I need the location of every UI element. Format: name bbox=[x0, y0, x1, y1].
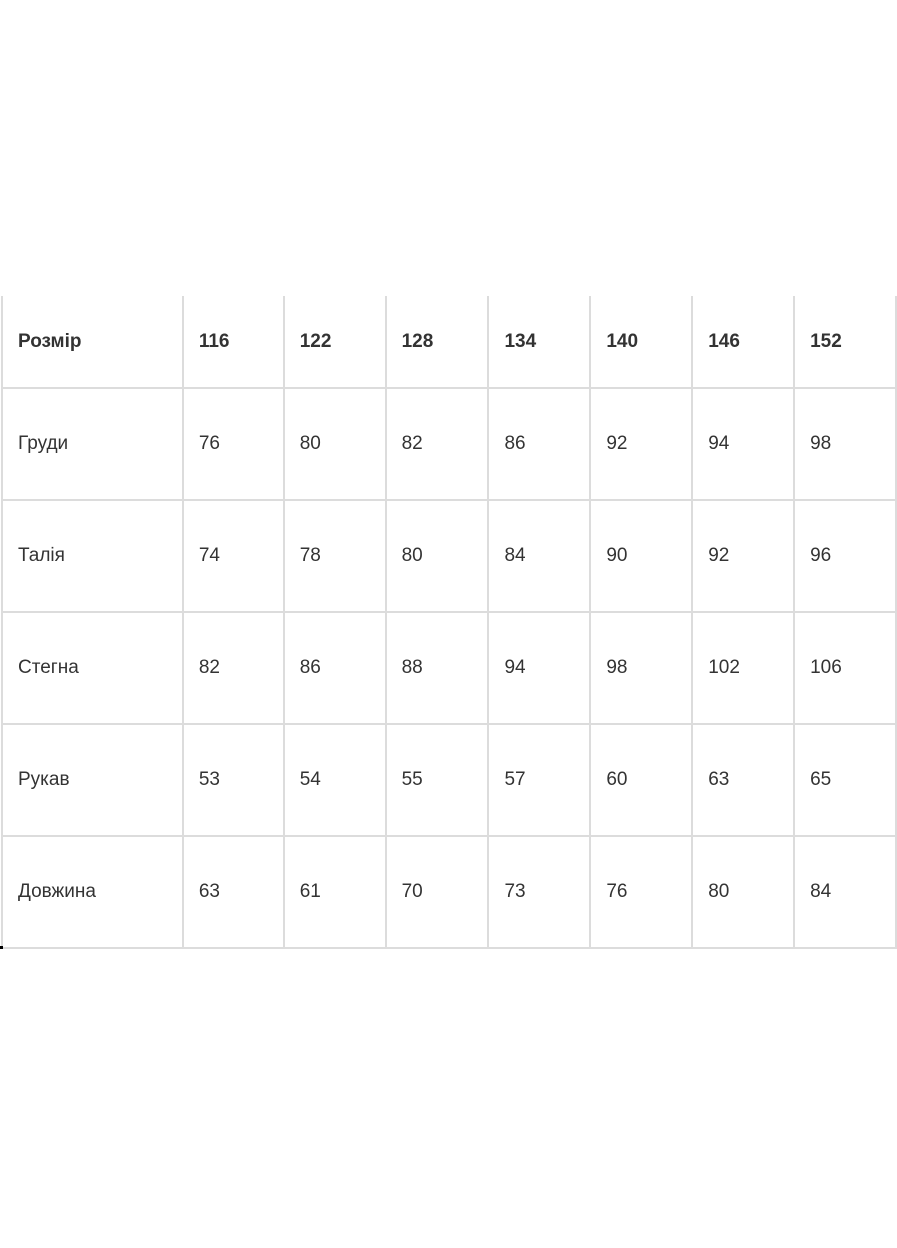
value-cell: 82 bbox=[384, 388, 490, 501]
value-cell: 76 bbox=[181, 388, 285, 501]
value-cell: 76 bbox=[589, 836, 694, 949]
size-chart-table: Розмір 116 122 128 134 140 146 152 Груди 76 80 82 86… bbox=[1, 296, 897, 949]
value-cell: 106 bbox=[793, 612, 897, 725]
value-cell: 92 bbox=[691, 500, 796, 613]
row-label-cell: Груди bbox=[1, 388, 184, 501]
value-cell: 53 bbox=[181, 724, 285, 837]
value-cell: 60 bbox=[589, 724, 694, 837]
row-label-cell: Талія bbox=[1, 500, 184, 613]
value-cell: 61 bbox=[282, 836, 387, 949]
value-cell: 116 bbox=[181, 296, 285, 389]
value-cell: 94 bbox=[487, 612, 592, 725]
stray-dot bbox=[0, 946, 3, 949]
value-cell: 80 bbox=[691, 836, 796, 949]
value-cell: 82 bbox=[181, 612, 285, 725]
value-cell: 102 bbox=[691, 612, 796, 725]
value-cell: 78 bbox=[282, 500, 387, 613]
value-cell: 84 bbox=[487, 500, 592, 613]
value-cell: 140 bbox=[589, 296, 694, 389]
value-cell: 80 bbox=[282, 388, 387, 501]
value-cell: 65 bbox=[793, 724, 897, 837]
row-label-cell: Рукав bbox=[1, 724, 184, 837]
value-cell: 146 bbox=[691, 296, 796, 389]
row-label-cell: Довжина bbox=[1, 836, 184, 949]
value-cell: 84 bbox=[793, 836, 897, 949]
value-cell: 152 bbox=[793, 296, 897, 389]
value-cell: 86 bbox=[282, 612, 387, 725]
value-cell: 92 bbox=[589, 388, 694, 501]
value-cell: 98 bbox=[589, 612, 694, 725]
value-cell: 54 bbox=[282, 724, 387, 837]
table-row: Рукав 53 54 55 57 60 63 65 bbox=[1, 724, 897, 837]
value-cell: 80 bbox=[384, 500, 490, 613]
value-cell: 63 bbox=[181, 836, 285, 949]
table-row: Довжина 63 61 70 73 76 80 84 bbox=[1, 836, 897, 949]
value-cell: 90 bbox=[589, 500, 694, 613]
header-row: Розмір 116 122 128 134 140 146 152 bbox=[1, 296, 897, 389]
value-cell: 98 bbox=[793, 388, 897, 501]
table-row: Талія 74 78 80 84 90 92 96 bbox=[1, 500, 897, 613]
value-cell: 122 bbox=[282, 296, 387, 389]
value-cell: 57 bbox=[487, 724, 592, 837]
value-cell: 134 bbox=[487, 296, 592, 389]
value-cell: 88 bbox=[384, 612, 490, 725]
value-cell: 55 bbox=[384, 724, 490, 837]
value-cell: 94 bbox=[691, 388, 796, 501]
value-cell: 96 bbox=[793, 500, 897, 613]
value-cell: 70 bbox=[384, 836, 490, 949]
table-row: Стегна 82 86 88 94 98 102 106 bbox=[1, 612, 897, 725]
row-label-cell: Розмір bbox=[1, 296, 184, 389]
value-cell: 73 bbox=[487, 836, 592, 949]
value-cell: 74 bbox=[181, 500, 285, 613]
value-cell: 86 bbox=[487, 388, 592, 501]
value-cell: 128 bbox=[384, 296, 490, 389]
table-row: Груди 76 80 82 86 92 94 98 bbox=[1, 388, 897, 501]
row-label-cell: Стегна bbox=[1, 612, 184, 725]
value-cell: 63 bbox=[691, 724, 796, 837]
